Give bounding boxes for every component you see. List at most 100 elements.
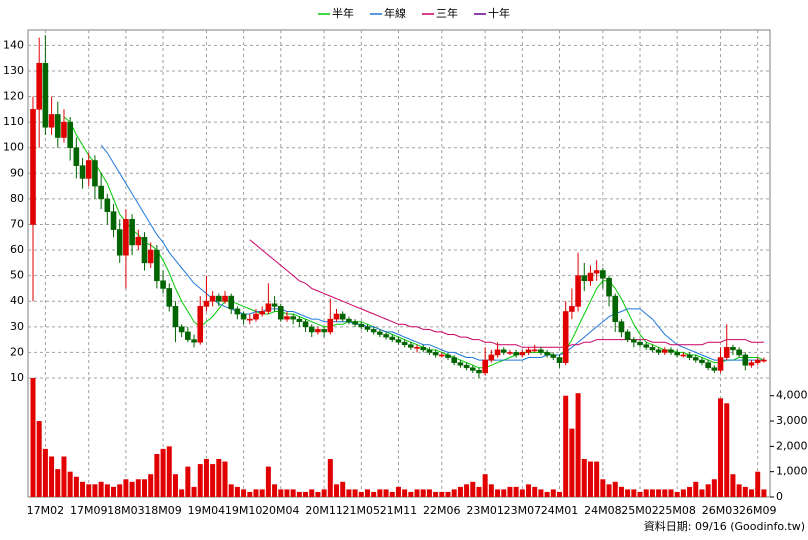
- volume-bar: [284, 489, 290, 497]
- volume-bar: [197, 464, 203, 497]
- y-tick-label: 30: [10, 320, 24, 333]
- candle-body: [315, 329, 321, 333]
- candle-body: [494, 349, 501, 356]
- candle-body: [42, 62, 49, 128]
- candle-body: [432, 352, 439, 356]
- volume-bar: [625, 489, 631, 497]
- y-tick-label: 70: [10, 217, 24, 230]
- candle-body: [482, 359, 488, 374]
- volume-bar: [538, 489, 544, 497]
- candle-body: [172, 306, 179, 328]
- candle-body: [234, 308, 241, 315]
- volume-bar: [265, 466, 271, 497]
- volume-bar: [141, 479, 147, 497]
- legend-label: 年線: [384, 6, 406, 20]
- y-tick-label: 100: [3, 141, 24, 154]
- volume-bar: [606, 484, 612, 497]
- y-tick-label: 80: [10, 192, 24, 205]
- volume-bar: [98, 481, 104, 497]
- volume-bar: [222, 461, 228, 497]
- volume-bar: [488, 484, 494, 497]
- x-tick-label: 17M02: [27, 504, 65, 517]
- volume-bar: [272, 484, 278, 497]
- volume-bar: [414, 489, 420, 497]
- candle-body: [67, 121, 73, 149]
- candle-body: [302, 321, 309, 328]
- y-tick-label: 140: [3, 38, 24, 51]
- candle-body: [364, 326, 371, 330]
- candle-body: [401, 341, 408, 346]
- volume-bar: [80, 481, 86, 497]
- candle-body: [538, 349, 544, 353]
- volume-bar: [476, 486, 482, 497]
- volume-bar: [724, 403, 730, 497]
- volume-bar: [42, 448, 48, 497]
- legend-label: 三年: [436, 6, 458, 20]
- candle-body: [631, 339, 637, 343]
- candle-body: [73, 147, 80, 166]
- volume-bar: [470, 481, 476, 497]
- ma-line: [249, 239, 764, 348]
- candle-body: [395, 339, 402, 343]
- footer: 資料日期: 09/16 (Goodinfo.tw): [644, 519, 805, 533]
- volume-bar: [445, 491, 451, 497]
- candle-body: [699, 359, 705, 363]
- candle-body: [674, 352, 680, 356]
- volume-bar: [451, 489, 457, 497]
- volume-bar: [631, 489, 637, 497]
- volume-bar: [179, 489, 185, 497]
- x-tick-label: 19M10: [225, 504, 263, 517]
- candle-body: [643, 344, 650, 348]
- volume-bar: [303, 491, 309, 497]
- candle-body: [606, 277, 612, 297]
- candle-body: [476, 370, 482, 374]
- volume-bar: [718, 398, 724, 497]
- volume-tick-label: 2,000: [776, 439, 808, 452]
- candle-body: [556, 357, 563, 363]
- volume-tick-label: 0: [776, 490, 783, 503]
- volume-bar: [637, 491, 643, 497]
- x-tick-label: 19M04: [188, 504, 226, 517]
- x-tick-label: 20M04: [262, 504, 300, 517]
- volume-bar: [575, 393, 581, 497]
- candle-body: [668, 349, 674, 353]
- volume-bar: [30, 378, 36, 497]
- x-tick-label: 18M03: [107, 504, 145, 517]
- volume-bar: [61, 456, 67, 497]
- volume-bar: [433, 491, 439, 497]
- candle-body: [408, 344, 414, 348]
- volume-bar: [340, 481, 346, 497]
- volume-bar: [185, 466, 191, 497]
- volume-bar: [526, 484, 532, 497]
- candle-body: [661, 349, 668, 353]
- candle-body: [346, 318, 352, 323]
- y-tick-label: 120: [3, 90, 24, 103]
- candle-body: [383, 334, 389, 338]
- legend-label: 十年: [488, 6, 510, 20]
- candle-body: [265, 303, 272, 312]
- candle-body: [445, 354, 451, 358]
- volume-tick-label: 3,000: [776, 414, 808, 427]
- candle-body: [48, 114, 55, 128]
- volume-bar: [507, 486, 513, 497]
- plot-area: [27, 29, 771, 498]
- y-tick-label: 130: [3, 64, 24, 77]
- x-tick-label: 24M08: [584, 504, 622, 517]
- candle-body: [271, 303, 278, 307]
- candle-body: [742, 354, 749, 366]
- candle-body: [209, 295, 216, 302]
- x-tick-label: 18M09: [144, 504, 182, 517]
- candle-body: [426, 349, 433, 353]
- volume-bar: [587, 461, 593, 497]
- volume-bar: [148, 474, 154, 497]
- candle-body: [500, 349, 507, 353]
- candle-body: [488, 354, 495, 361]
- volume-bar: [203, 459, 209, 497]
- volume-bar: [216, 459, 222, 497]
- candle-body: [333, 313, 340, 320]
- volume-tick-label: 1,000: [776, 465, 808, 478]
- y-tick-label: 40: [10, 294, 24, 307]
- volume-bar: [123, 479, 129, 497]
- candle-body: [203, 300, 210, 307]
